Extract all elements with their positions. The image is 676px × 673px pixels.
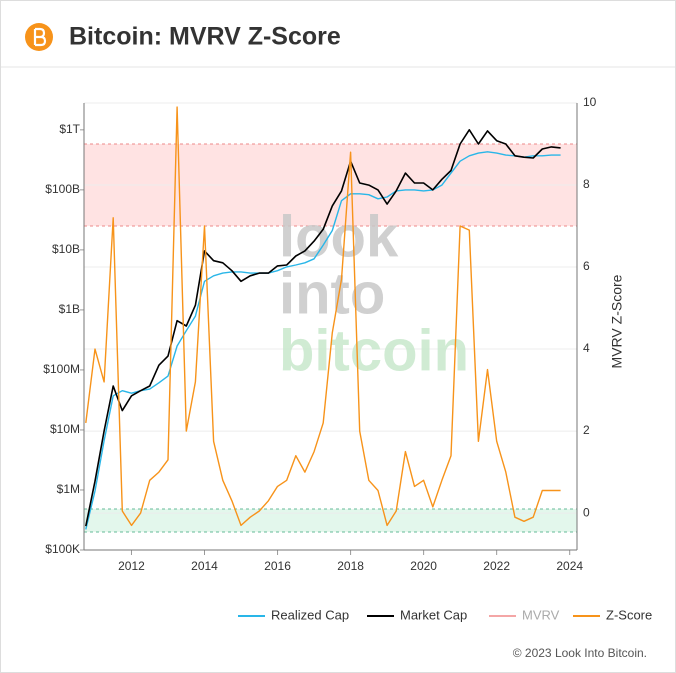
y2-tick-label: 2 xyxy=(583,423,590,437)
x-tick-label: 2022 xyxy=(483,559,510,573)
page-title: Bitcoin: MVRV Z-Score xyxy=(69,23,341,51)
x-tick-label: 2012 xyxy=(118,559,145,573)
y2-tick-label: 10 xyxy=(583,95,597,109)
x-tick-label: 2016 xyxy=(264,559,291,573)
y-tick-label: $1M xyxy=(57,482,80,496)
y2-tick-label: 4 xyxy=(583,341,590,355)
y2-tick-label: 8 xyxy=(583,177,590,191)
y-tick-label: $1B xyxy=(59,302,80,316)
watermark: into xyxy=(279,261,385,326)
legend-entry[interactable]: Realized Cap xyxy=(271,607,349,622)
series-line xyxy=(85,129,561,527)
legend-entry[interactable]: MVRV xyxy=(522,607,560,622)
series-line xyxy=(85,151,561,530)
watermark: look xyxy=(279,204,399,269)
y2-axis-title: MVRV Z-Score xyxy=(609,274,625,368)
x-tick-label: 2018 xyxy=(337,559,364,573)
y-tick-label: $10B xyxy=(52,242,80,256)
y-tick-label: $100B xyxy=(45,182,80,196)
y-tick-label: $100K xyxy=(45,542,80,556)
x-tick-label: 2014 xyxy=(191,559,218,573)
y-tick-label: $10M xyxy=(50,422,80,436)
copyright: © 2023 Look Into Bitcoin. xyxy=(513,646,647,660)
bitcoin-glyph xyxy=(33,27,47,47)
y2-tick-label: 0 xyxy=(583,505,590,519)
legend-entry[interactable]: Market Cap xyxy=(400,607,467,622)
x-tick-label: 2024 xyxy=(556,559,583,573)
y2-tick-label: 6 xyxy=(583,259,590,273)
y-tick-label: $100M xyxy=(43,362,80,376)
series-line xyxy=(85,106,561,527)
y-tick-label: $1T xyxy=(59,122,80,136)
watermark: bitcoin xyxy=(279,318,469,383)
zone xyxy=(84,508,577,532)
x-tick-label: 2020 xyxy=(410,559,437,573)
legend-entry[interactable]: Z-Score xyxy=(606,607,652,622)
